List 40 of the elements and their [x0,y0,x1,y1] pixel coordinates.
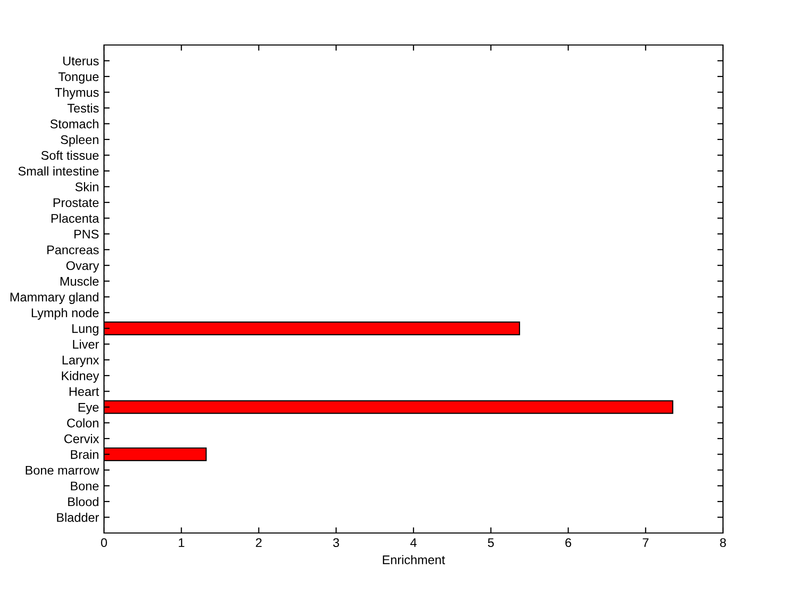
y-tick-label: Bladder [57,512,99,522]
y-tick-label: Ovary [66,261,100,273]
y-tick-label: Larynx [62,356,100,367]
x-tick-label: 4 [410,538,417,547]
y-tick-label: Skin [75,182,98,192]
y-tick-label: Placenta [52,214,100,223]
y-tick-label: Testis [67,103,99,113]
y-tick-label: Prostate [54,198,99,208]
y-tick-label: Liver [73,340,99,349]
y-tick-label: Stomach [50,119,98,128]
x-axis-title: Enrichment [382,555,446,564]
y-tick-label: Colon [67,418,98,428]
y-tick-label: Mammary gland [10,292,98,304]
y-tick-label: PNS [74,230,99,239]
x-tick-label: 1 [178,538,184,547]
y-tick-label: Small intestine [18,166,99,176]
y-tick-label: Thymus [54,88,99,100]
y-tick-label: Bone marrow [26,466,100,475]
x-tick-label: 2 [256,538,262,547]
x-tick-label: 0 [101,538,107,548]
y-tick-label: Soft tissue [41,150,99,160]
y-tick-label: Uterus [63,56,99,66]
y-tick-label: Eye [78,402,99,414]
y-tick-label: Bone [70,482,99,490]
y-tick-label: Brain [70,450,98,459]
y-tick-label: Heart [70,387,100,396]
y-tick-label: Kidney [62,371,100,383]
y-tick-label: Blood [68,496,98,506]
y-tick-label: Spleen [60,134,98,147]
y-tick-label: Muscle [60,276,99,286]
x-tick-label: 8 [720,538,726,548]
y-tick-label: Pancreas [47,246,99,254]
y-tick-label: Tongue [58,72,99,84]
x-tick-label: 5 [488,538,494,548]
y-tick-label: Cervix [64,434,100,444]
x-tick-label: 6 [565,538,572,548]
y-tick-label: Lung [72,324,98,336]
x-tick-label: 3 [333,538,340,548]
x-tick-label: 7 [642,538,648,547]
y-tick-label: Lymph node [32,308,99,320]
